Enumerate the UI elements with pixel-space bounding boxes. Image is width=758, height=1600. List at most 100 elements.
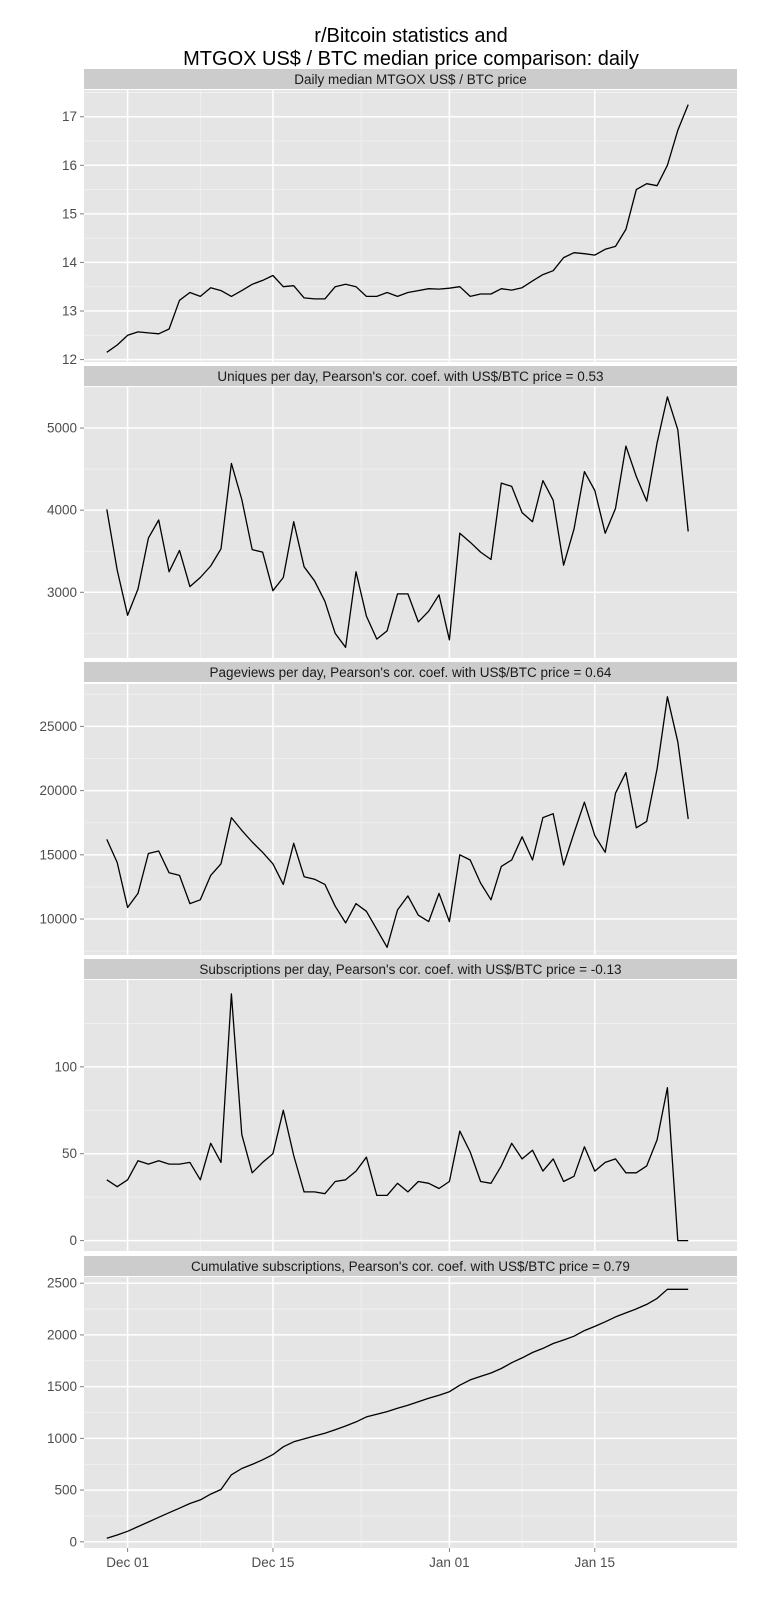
- data-point: [272, 1153, 274, 1155]
- data-point: [646, 820, 648, 822]
- data-point: [542, 273, 544, 275]
- data-point: [614, 245, 616, 247]
- data-point: [386, 630, 388, 632]
- data-point: [230, 1474, 232, 1476]
- data-point: [210, 874, 212, 876]
- data-point: [313, 1435, 315, 1437]
- data-point: [573, 1335, 575, 1337]
- data-point: [220, 1488, 222, 1490]
- y-tick-label: 13: [62, 304, 77, 319]
- data-point: [583, 470, 585, 472]
- data-point: [448, 639, 450, 641]
- data-point: [646, 1303, 648, 1305]
- data-point: [334, 632, 336, 634]
- data-point: [511, 1362, 513, 1364]
- data-point: [324, 298, 326, 300]
- data-point: [469, 859, 471, 861]
- y-tick-label: 20000: [39, 783, 77, 798]
- data-point: [334, 1429, 336, 1431]
- data-point: [376, 928, 378, 930]
- data-point: [106, 1179, 108, 1181]
- data-point: [168, 328, 170, 330]
- data-point: [687, 1288, 689, 1290]
- data-point: [604, 1321, 606, 1323]
- data-point: [438, 288, 440, 290]
- data-point: [531, 521, 533, 523]
- data-point: [344, 922, 346, 924]
- data-point: [407, 1191, 409, 1193]
- data-point: [178, 299, 180, 301]
- data-point: [324, 1432, 326, 1434]
- data-point: [500, 865, 502, 867]
- data-point: [158, 850, 160, 852]
- facet-panel: Subscriptions per day, Pearson's cor. co…: [54, 959, 737, 1251]
- data-point: [594, 254, 596, 256]
- data-point: [355, 1170, 357, 1172]
- data-point: [687, 1239, 689, 1241]
- data-point: [230, 295, 232, 297]
- data-point: [666, 696, 668, 698]
- data-point: [230, 462, 232, 464]
- data-point: [417, 1401, 419, 1403]
- data-point: [469, 1151, 471, 1153]
- plot-area: [84, 980, 737, 1251]
- data-point: [594, 489, 596, 491]
- data-point: [168, 872, 170, 874]
- data-point: [344, 1179, 346, 1181]
- data-point: [178, 1163, 180, 1165]
- data-point: [313, 1191, 315, 1193]
- data-point: [261, 1161, 263, 1163]
- data-point: [355, 902, 357, 904]
- data-point: [241, 829, 243, 831]
- data-point: [116, 1534, 118, 1536]
- data-point: [324, 1193, 326, 1195]
- data-point: [199, 899, 201, 901]
- data-point: [220, 1161, 222, 1163]
- data-point: [168, 1512, 170, 1514]
- data-point: [365, 910, 367, 912]
- data-point: [583, 1146, 585, 1148]
- data-point: [210, 287, 212, 289]
- data-point: [293, 285, 295, 287]
- y-tick-label: 25000: [39, 719, 77, 734]
- data-point: [396, 295, 398, 297]
- data-point: [178, 549, 180, 551]
- data-point: [365, 1156, 367, 1158]
- data-point: [344, 1425, 346, 1427]
- x-tick-label: Dec 15: [252, 1555, 295, 1570]
- data-point: [251, 1463, 253, 1465]
- y-tick-label: 2000: [47, 1327, 77, 1342]
- data-point: [376, 1194, 378, 1196]
- data-point: [552, 1342, 554, 1344]
- data-point: [635, 188, 637, 190]
- data-point: [448, 920, 450, 922]
- y-tick-label: 2500: [47, 1276, 77, 1291]
- y-tick-label: 15000: [39, 847, 77, 862]
- data-point: [687, 818, 689, 820]
- data-point: [220, 548, 222, 550]
- y-tick-label: 1000: [47, 1431, 77, 1446]
- facet-strip-label: Subscriptions per day, Pearson's cor. co…: [199, 962, 621, 977]
- data-point: [469, 295, 471, 297]
- data-point: [189, 585, 191, 587]
- data-point: [490, 1182, 492, 1184]
- data-point: [126, 1179, 128, 1181]
- data-point: [407, 1404, 409, 1406]
- data-point: [479, 293, 481, 295]
- data-point: [116, 344, 118, 346]
- facet-strip-label: Cumulative subscriptions, Pearson's cor.…: [191, 1259, 630, 1274]
- y-tick-label: 16: [62, 158, 77, 173]
- data-point: [583, 253, 585, 255]
- data-point: [147, 332, 149, 334]
- data-point: [666, 164, 668, 166]
- data-point: [158, 1516, 160, 1518]
- data-point: [583, 801, 585, 803]
- data-point: [511, 485, 513, 487]
- series-line: [106, 104, 689, 353]
- data-point: [625, 1312, 627, 1314]
- data-point: [438, 892, 440, 894]
- data-point: [604, 851, 606, 853]
- data-point: [158, 333, 160, 335]
- data-point: [573, 528, 575, 530]
- data-point: [106, 838, 108, 840]
